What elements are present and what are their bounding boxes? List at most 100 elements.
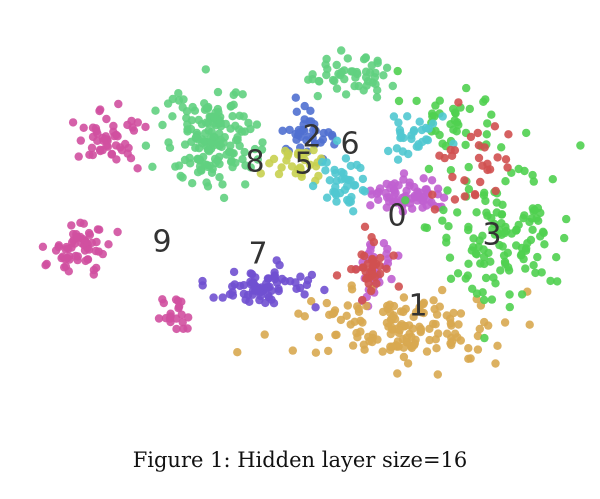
point-series-7 bbox=[227, 101, 236, 111]
point-series-8 bbox=[81, 256, 90, 266]
point-series-3 bbox=[483, 119, 492, 128]
point-series-5 bbox=[332, 197, 341, 206]
point-series-7 bbox=[201, 118, 211, 127]
point-series-7 bbox=[187, 137, 196, 146]
point-series-3 bbox=[482, 130, 491, 139]
point-series-1 bbox=[347, 281, 356, 290]
point-series-3 bbox=[412, 96, 421, 106]
point-series-9 bbox=[370, 272, 380, 282]
point-series-1 bbox=[386, 329, 395, 339]
point-series-7 bbox=[195, 156, 204, 165]
point-series-7 bbox=[332, 60, 341, 70]
point-series-9 bbox=[357, 250, 366, 259]
point-series-7 bbox=[163, 99, 173, 108]
point-series-0 bbox=[402, 186, 411, 195]
point-series-3 bbox=[480, 259, 489, 269]
point-series-1 bbox=[419, 300, 428, 309]
point-series-8 bbox=[171, 295, 181, 304]
point-series-5 bbox=[325, 176, 334, 185]
point-series-3 bbox=[446, 166, 456, 175]
point-series-7 bbox=[201, 65, 210, 74]
point-series-3 bbox=[495, 240, 504, 250]
point-series-7 bbox=[341, 90, 351, 99]
point-series-5 bbox=[428, 119, 438, 128]
point-series-7 bbox=[228, 112, 237, 121]
point-series-9 bbox=[476, 177, 485, 187]
scatter-plot: 0 1 2 3 56 7 8 9 bbox=[38, 46, 585, 379]
point-series-3 bbox=[461, 140, 470, 150]
point-series-2 bbox=[318, 135, 328, 144]
point-series-1 bbox=[348, 341, 358, 350]
point-series-9 bbox=[435, 151, 444, 160]
point-series-1 bbox=[378, 347, 387, 356]
point-series-2 bbox=[300, 101, 309, 111]
point-series-5 bbox=[308, 181, 318, 191]
point-series-3 bbox=[491, 279, 500, 288]
point-series-3 bbox=[552, 253, 561, 262]
point-series-7 bbox=[168, 112, 177, 121]
point-series-3 bbox=[517, 290, 527, 299]
point-series-3 bbox=[512, 241, 521, 250]
point-series-3 bbox=[468, 284, 477, 293]
point-series-3 bbox=[540, 240, 549, 249]
point-series-0 bbox=[394, 181, 403, 190]
point-series-3 bbox=[479, 252, 489, 262]
point-series-9 bbox=[471, 191, 480, 200]
point-series-3 bbox=[519, 214, 528, 223]
point-series-9 bbox=[372, 279, 381, 288]
point-series-7 bbox=[252, 120, 262, 129]
point-series-8 bbox=[99, 136, 108, 145]
point-series-4 bbox=[309, 145, 318, 155]
point-series-6 bbox=[270, 271, 279, 280]
point-series-3 bbox=[517, 250, 526, 259]
point-series-3 bbox=[393, 66, 402, 76]
point-series-3 bbox=[464, 225, 473, 235]
point-series-1 bbox=[343, 301, 352, 310]
point-series-6 bbox=[311, 303, 320, 312]
point-series-7 bbox=[178, 173, 187, 182]
figure-caption: Figure 1: Hidden layer size=16 bbox=[132, 448, 468, 472]
point-series-4 bbox=[256, 169, 265, 178]
point-series-1 bbox=[493, 341, 502, 350]
cluster-label-8: 8 bbox=[245, 145, 264, 180]
point-series-2 bbox=[309, 126, 318, 135]
point-series-3 bbox=[522, 128, 531, 138]
point-series-5 bbox=[332, 176, 341, 186]
point-series-7 bbox=[250, 144, 260, 154]
point-series-1 bbox=[386, 308, 395, 317]
cluster-label-1: 1 bbox=[408, 289, 427, 324]
point-series-7 bbox=[220, 133, 229, 142]
point-series-3 bbox=[531, 268, 540, 278]
point-series-7 bbox=[174, 161, 184, 170]
point-series-7 bbox=[244, 118, 253, 128]
point-series-3 bbox=[431, 101, 440, 110]
point-series-8 bbox=[114, 99, 123, 109]
point-series-1 bbox=[396, 307, 406, 316]
point-series-1 bbox=[409, 312, 418, 322]
point-series-5 bbox=[403, 112, 412, 121]
point-series-5 bbox=[340, 174, 350, 183]
point-series-3 bbox=[420, 223, 429, 232]
point-series-1 bbox=[328, 309, 337, 319]
point-series-6 bbox=[252, 286, 261, 296]
point-series-5 bbox=[322, 158, 331, 167]
point-series-9 bbox=[448, 172, 457, 182]
points-layer bbox=[38, 46, 585, 379]
point-series-3 bbox=[464, 259, 473, 268]
point-series-1 bbox=[332, 330, 341, 339]
point-series-1 bbox=[429, 296, 438, 305]
point-series-8 bbox=[102, 114, 111, 124]
point-series-3 bbox=[505, 290, 514, 299]
point-series-9 bbox=[454, 98, 463, 107]
point-series-1 bbox=[378, 307, 388, 317]
point-series-1 bbox=[525, 320, 534, 329]
point-series-8 bbox=[115, 143, 125, 152]
point-series-8 bbox=[93, 225, 103, 234]
point-series-8 bbox=[184, 313, 193, 322]
point-series-1 bbox=[385, 300, 394, 309]
point-series-5 bbox=[404, 149, 413, 159]
point-series-3 bbox=[576, 141, 585, 150]
point-series-3 bbox=[467, 246, 476, 255]
point-series-7 bbox=[227, 156, 236, 165]
point-series-7 bbox=[151, 106, 160, 115]
